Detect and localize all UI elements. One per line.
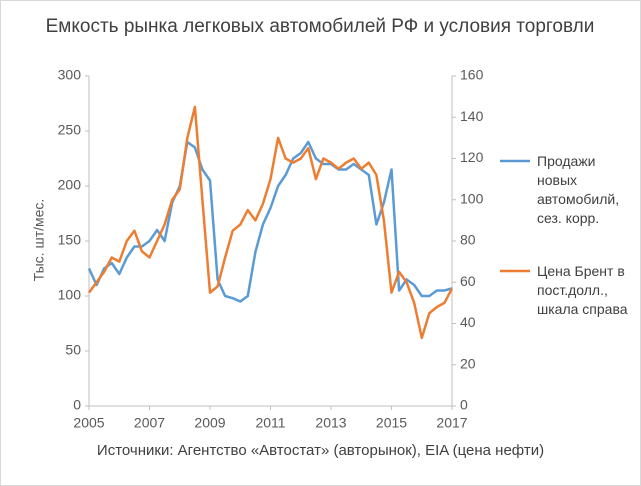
y2-tick-label: 160 [460,67,484,83]
y-tick-label: 50 [65,342,81,358]
y-tick-label: 0 [73,397,81,413]
x-tick-label: 2007 [134,415,165,431]
y-tick-label: 100 [58,287,82,303]
legend-label: Цена Брент в пост.долл., шкала справа [537,263,628,317]
y2-tick-label: 20 [460,355,476,371]
y2-tick-label: 60 [460,273,476,289]
y-tick-label: 200 [58,177,82,193]
y2-tick-label: 120 [460,149,484,165]
source-note: Источники: Агентство «Автостат» (авторын… [96,442,545,459]
y2-tick-label: 100 [460,190,484,206]
series-line [87,140,453,303]
x-tick-label: 2015 [376,415,407,431]
series-line [87,105,454,340]
legend-label: Продажи новых автомобилй, сез. корр. [537,153,620,226]
chart-title: Емкость рынка легковых автомобилей РФ и … [45,16,595,37]
x-tick-label: 2009 [194,415,225,431]
y2-tick-label: 40 [460,314,476,330]
x-tick-label: 2011 [255,415,285,431]
y2-tick-label: 0 [460,397,468,413]
y-tick-label: 150 [58,232,82,248]
y-tick-label: 250 [58,122,82,138]
x-tick-label: 2013 [315,415,346,431]
x-tick-label: 2005 [73,415,104,431]
y-tick-label: 300 [58,67,82,83]
y2-tick-label: 80 [460,232,476,248]
y2-tick-label: 140 [460,108,484,124]
x-tick-label: 2017 [436,415,467,431]
y-axis-label: Тыс. шт/мес. [31,199,47,282]
